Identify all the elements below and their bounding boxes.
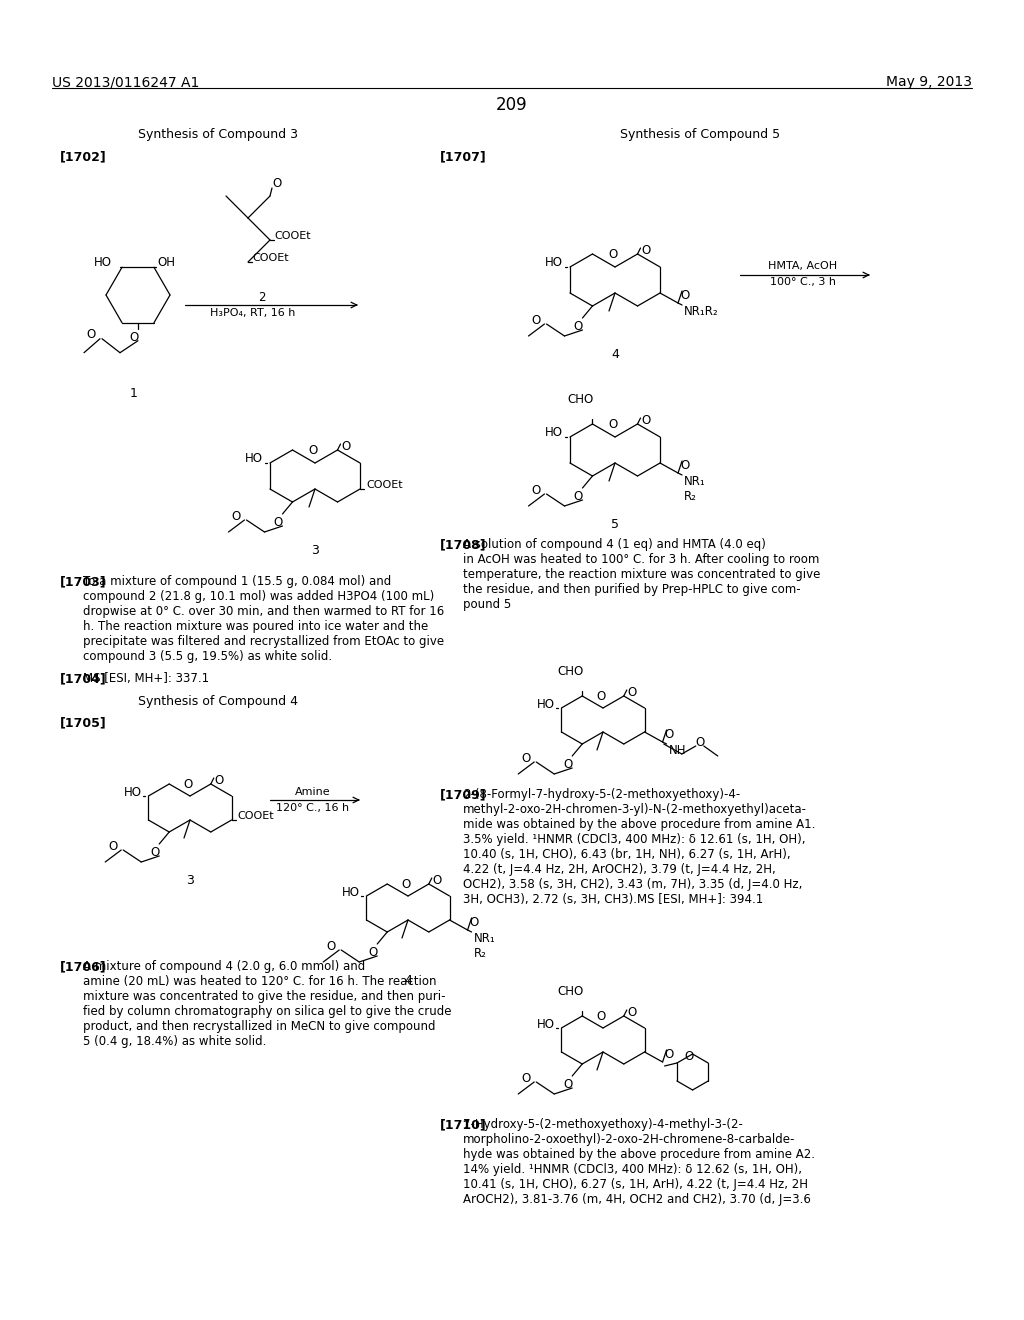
Text: O: O: [183, 777, 193, 791]
Text: [1702]: [1702]: [60, 150, 106, 162]
Text: O: O: [573, 319, 583, 333]
Text: NR₁R₂: NR₁R₂: [684, 305, 719, 318]
Text: O: O: [326, 940, 335, 953]
Text: [1706]: [1706]: [60, 960, 106, 973]
Text: COOEt: COOEt: [274, 231, 310, 242]
Text: To a mixture of compound 1 (15.5 g, 0.084 mol) and
compound 2 (21.8 g, 10.1 mol): To a mixture of compound 1 (15.5 g, 0.08…: [83, 576, 444, 663]
Text: [1703]: [1703]: [60, 576, 106, 587]
Text: COOEt: COOEt: [366, 480, 402, 490]
Text: COOEt: COOEt: [238, 810, 274, 821]
Text: O: O: [273, 516, 283, 529]
Text: May 9, 2013: May 9, 2013: [886, 75, 972, 88]
Text: CHO: CHO: [567, 393, 594, 407]
Text: O: O: [641, 243, 651, 256]
Text: O: O: [521, 751, 530, 764]
Text: O: O: [129, 331, 138, 343]
Text: HO: HO: [537, 1018, 554, 1031]
Text: O: O: [680, 459, 689, 473]
Text: NR₁
R₂: NR₁ R₂: [684, 475, 706, 503]
Text: A solution of compound 4 (1 eq) and HMTA (4.0 eq)
in AcOH was heated to 100° C. : A solution of compound 4 (1 eq) and HMTA…: [463, 539, 820, 611]
Text: 7-Hydroxy-5-(2-methoxyethoxy)-4-methyl-3-(2-
morpholino-2-oxoethyl)-2-oxo-2H-chr: 7-Hydroxy-5-(2-methoxyethoxy)-4-methyl-3…: [463, 1118, 815, 1206]
Text: O: O: [215, 774, 224, 787]
Text: O: O: [531, 314, 541, 326]
Text: Synthesis of Compound 4: Synthesis of Compound 4: [138, 696, 298, 708]
Text: 2: 2: [258, 290, 266, 304]
Text: HO: HO: [124, 785, 141, 799]
Text: [1708]: [1708]: [440, 539, 486, 550]
Text: O: O: [531, 483, 541, 496]
Text: O: O: [272, 177, 282, 190]
Text: O: O: [151, 846, 160, 859]
Text: CHO: CHO: [557, 665, 584, 678]
Text: O: O: [665, 729, 674, 741]
Text: US 2013/0116247 A1: US 2013/0116247 A1: [52, 75, 200, 88]
Text: CHO: CHO: [557, 985, 584, 998]
Text: O: O: [573, 490, 583, 503]
Text: [1704]: [1704]: [60, 672, 106, 685]
Text: O: O: [369, 946, 378, 960]
Text: O: O: [680, 289, 689, 302]
Text: 4: 4: [611, 348, 618, 360]
Text: 2-(8-Formyl-7-hydroxy-5-(2-methoxyethoxy)-4-
methyl-2-oxo-2H-chromen-3-yl)-N-(2-: 2-(8-Formyl-7-hydroxy-5-(2-methoxyethoxy…: [463, 788, 815, 906]
Text: [1707]: [1707]: [440, 150, 486, 162]
Text: [1705]: [1705]: [60, 715, 106, 729]
Text: O: O: [596, 1010, 605, 1023]
Text: O: O: [521, 1072, 530, 1085]
Text: 3: 3: [311, 544, 318, 557]
Text: COOEt: COOEt: [252, 253, 289, 263]
Text: O: O: [342, 440, 351, 453]
Text: NR₁
R₂: NR₁ R₂: [473, 932, 496, 960]
Text: 5: 5: [611, 517, 618, 531]
Text: Amine: Amine: [295, 787, 331, 797]
Text: HO: HO: [245, 453, 263, 466]
Text: Synthesis of Compound 5: Synthesis of Compound 5: [620, 128, 780, 141]
Text: HO: HO: [537, 697, 554, 710]
Text: O: O: [563, 758, 572, 771]
Text: O: O: [108, 840, 117, 853]
Text: O: O: [401, 878, 411, 891]
Text: O: O: [231, 510, 241, 523]
Text: A mixture of compound 4 (2.0 g, 6.0 mmol) and
amine (20 mL) was heated to 120° C: A mixture of compound 4 (2.0 g, 6.0 mmol…: [83, 960, 452, 1048]
Text: O: O: [563, 1078, 572, 1092]
Text: O: O: [470, 916, 479, 929]
Text: HO: HO: [341, 886, 359, 899]
Text: O: O: [628, 685, 637, 698]
Text: 3: 3: [186, 874, 194, 887]
Text: HO: HO: [94, 256, 112, 269]
Text: Synthesis of Compound 3: Synthesis of Compound 3: [138, 128, 298, 141]
Text: 120° C., 16 h: 120° C., 16 h: [276, 803, 349, 813]
Text: [1709]: [1709]: [440, 788, 486, 801]
Text: O: O: [608, 417, 617, 430]
Text: 1: 1: [130, 387, 138, 400]
Text: 100° C., 3 h: 100° C., 3 h: [770, 277, 836, 286]
Text: O: O: [684, 1049, 693, 1063]
Text: 209: 209: [497, 96, 527, 114]
Text: OH: OH: [157, 256, 175, 269]
Text: HMTA, AcOH: HMTA, AcOH: [768, 261, 838, 271]
Text: O: O: [87, 329, 96, 341]
Text: NH: NH: [669, 744, 686, 756]
Text: O: O: [665, 1048, 674, 1061]
Text: O: O: [641, 413, 651, 426]
Text: HO: HO: [545, 256, 563, 269]
Text: O: O: [596, 689, 605, 702]
Text: O: O: [608, 248, 617, 260]
Text: O: O: [433, 874, 442, 887]
Text: HO: HO: [545, 426, 563, 440]
Text: MS [ESI, MH+]: 337.1: MS [ESI, MH+]: 337.1: [83, 672, 209, 685]
Text: H₃PO₄, RT, 16 h: H₃PO₄, RT, 16 h: [210, 308, 296, 318]
Text: [1710]: [1710]: [440, 1118, 486, 1131]
Text: O: O: [628, 1006, 637, 1019]
Text: O: O: [695, 735, 706, 748]
Text: O: O: [308, 444, 317, 457]
Text: 4: 4: [404, 974, 412, 987]
